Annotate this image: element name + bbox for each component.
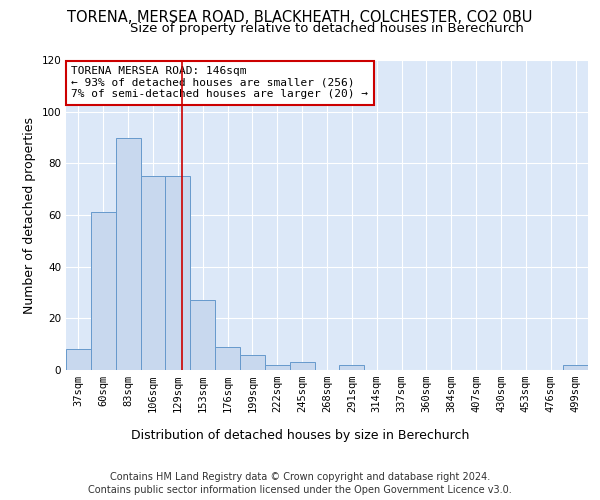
Y-axis label: Number of detached properties: Number of detached properties — [23, 116, 36, 314]
Bar — [116, 138, 140, 370]
Bar — [91, 212, 116, 370]
Text: TORENA MERSEA ROAD: 146sqm
← 93% of detached houses are smaller (256)
7% of semi: TORENA MERSEA ROAD: 146sqm ← 93% of deta… — [71, 66, 368, 100]
Bar — [340, 365, 364, 370]
Bar — [240, 354, 265, 370]
Text: Distribution of detached houses by size in Berechurch: Distribution of detached houses by size … — [131, 430, 469, 442]
Bar — [140, 176, 166, 370]
Bar — [290, 362, 314, 370]
Text: Contains public sector information licensed under the Open Government Licence v3: Contains public sector information licen… — [88, 485, 512, 495]
Bar — [215, 347, 240, 370]
Text: Contains HM Land Registry data © Crown copyright and database right 2024.: Contains HM Land Registry data © Crown c… — [110, 472, 490, 482]
Bar — [190, 300, 215, 370]
Bar — [166, 176, 190, 370]
Text: TORENA, MERSEA ROAD, BLACKHEATH, COLCHESTER, CO2 0BU: TORENA, MERSEA ROAD, BLACKHEATH, COLCHES… — [67, 10, 533, 25]
Bar — [563, 365, 588, 370]
Bar — [66, 350, 91, 370]
Bar — [265, 365, 290, 370]
Title: Size of property relative to detached houses in Berechurch: Size of property relative to detached ho… — [130, 22, 524, 35]
